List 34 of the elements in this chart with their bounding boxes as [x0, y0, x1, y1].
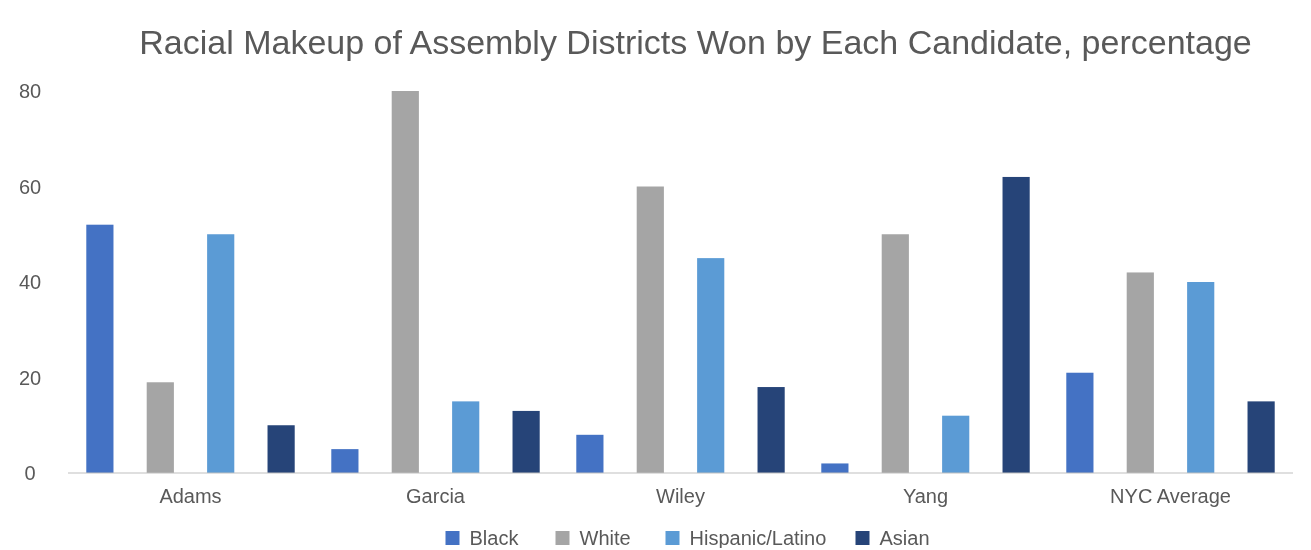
bar — [331, 449, 359, 473]
x-tick-label: Adams — [159, 485, 222, 507]
bar — [391, 91, 419, 473]
legend-label: Black — [469, 527, 520, 549]
bar — [146, 382, 174, 473]
chart-title: Racial Makeup of Assembly Districts Won by Each Candidate, percentage — [139, 23, 1252, 61]
y-tick-label: 20 — [18, 366, 42, 389]
legend-label: Asian — [879, 527, 930, 549]
bar — [1247, 401, 1275, 473]
legend-label: White — [579, 527, 631, 549]
x-tick-label: Wiley — [656, 485, 705, 507]
bar — [512, 410, 540, 473]
bar — [576, 434, 604, 473]
y-tick-label: 0 — [24, 462, 36, 484]
y-tick-label: 40 — [18, 271, 42, 293]
bar — [636, 186, 664, 473]
bar — [1187, 282, 1215, 473]
bar — [942, 415, 970, 473]
bar — [1066, 372, 1094, 473]
bar — [1002, 176, 1030, 473]
x-tick-label: Yang — [902, 485, 949, 507]
bar — [757, 387, 785, 473]
bar — [821, 463, 849, 473]
x-tick-label: Garcia — [406, 485, 466, 507]
bar — [86, 224, 114, 473]
x-tick-label: NYC Average — [1110, 485, 1231, 507]
bar — [881, 234, 909, 473]
y-tick-label: 60 — [18, 175, 42, 198]
bar — [207, 234, 235, 473]
bar — [452, 401, 480, 473]
bar — [697, 258, 725, 473]
y-tick-label: 80 — [18, 80, 42, 102]
bar — [267, 425, 295, 473]
bar — [1126, 272, 1154, 473]
